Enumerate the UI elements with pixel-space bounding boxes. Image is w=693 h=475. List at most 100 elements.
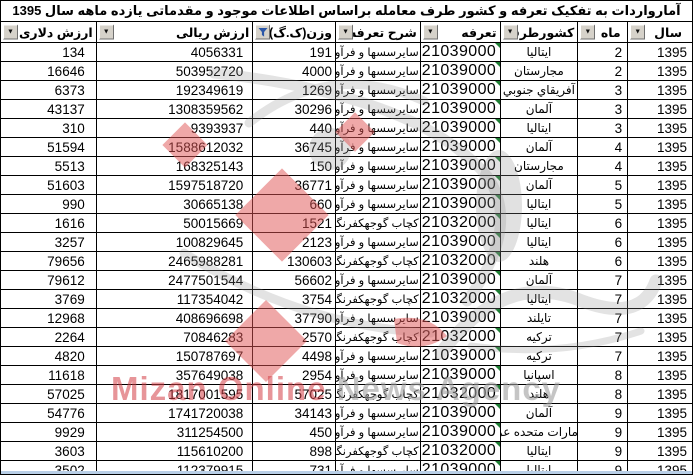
column-header-tariff[interactable]: ▼ تعرفه [419,22,500,42]
cell-weight-kg[interactable]: 150 [252,157,335,175]
cell-month[interactable]: 2 [577,62,627,80]
filter-dropdown-icon[interactable]: ▼ [338,24,354,40]
cell-tariff-description[interactable]: سايرسسها و فرآورده [335,119,420,137]
cell-tariff-description[interactable]: سايرسسها و فرآورده [335,404,420,422]
cell-year[interactable]: 1395 [627,233,692,251]
cell-month[interactable]: 5 [577,176,627,194]
cell-rial-value[interactable]: 4056331 [95,43,253,61]
cell-month[interactable]: 4 [577,138,627,156]
cell-year[interactable]: 1395 [627,309,692,327]
cell-tariff-description[interactable]: سايرسسها و فرآورده [335,423,420,441]
cell-rial-value[interactable]: 112379915 [95,461,253,474]
cell-year[interactable]: 1395 [627,100,692,118]
cell-month[interactable]: 9 [577,404,627,422]
cell-rial-value[interactable]: 100829645 [95,233,253,251]
cell-year[interactable]: 1395 [627,347,692,365]
cell-year[interactable]: 1395 [627,423,692,441]
cell-year[interactable]: 1395 [627,328,692,346]
cell-rial-value[interactable]: 192349619 [95,81,253,99]
cell-tariff-code[interactable]: 21039000 [419,157,500,175]
cell-country[interactable]: ايتاليا [499,195,578,213]
cell-rial-value[interactable]: 70846283 [95,328,253,346]
cell-tariff-description[interactable]: سايرسسها و فرآورده [335,138,420,156]
cell-month[interactable]: 6 [577,233,627,251]
cell-country[interactable]: اسپانيا [499,366,578,384]
cell-tariff-code[interactable]: 21039000 [419,176,500,194]
cell-country[interactable]: مجارستان [499,157,578,175]
cell-tariff-code[interactable]: 21032000 [419,328,500,346]
cell-rial-value[interactable]: 115610200 [95,442,253,460]
cell-dollar-value[interactable]: 2264 [54,329,85,345]
cell-dollar-value[interactable]: 3769 [54,291,85,307]
cell-year[interactable]: 1395 [627,176,692,194]
cell-dollar-value[interactable]: 3502 [54,462,85,475]
filter-dropdown-icon[interactable]: ▼ [502,24,518,40]
cell-country[interactable]: هلند [499,252,578,270]
cell-month[interactable]: 3 [577,100,627,118]
cell-weight-kg[interactable]: 660 [252,195,335,213]
cell-month[interactable]: 9 [577,442,627,460]
cell-tariff-code[interactable]: 21039000 [419,404,500,422]
cell-rial-value[interactable]: 117354042 [95,290,253,308]
cell-weight-kg[interactable]: 191 [252,43,335,61]
cell-tariff-description[interactable]: کچاب گوجهکفرنگي [335,442,420,460]
cell-weight-kg[interactable]: 1269 [252,81,335,99]
cell-dollar-value[interactable]: 6373 [54,82,85,98]
cell-dollar-value[interactable]: 79656 [47,253,85,269]
cell-month[interactable]: 8 [577,366,627,384]
cell-country[interactable]: ترکيه [499,347,578,365]
cell-weight-kg[interactable]: 731 [252,461,335,474]
column-header-weight[interactable]: وزن(ک.گ) [252,22,335,42]
filter-funnel-icon[interactable] [255,24,271,40]
cell-dollar-value[interactable]: 134 [62,44,85,60]
cell-month[interactable]: 3 [577,119,627,137]
cell-dollar-value[interactable]: 54776 [47,405,85,421]
cell-tariff-code[interactable]: 21039000 [419,347,500,365]
filter-dropdown-icon[interactable]: ▼ [630,24,646,40]
cell-tariff-code[interactable]: 21039000 [419,423,500,441]
cell-month[interactable]: 6 [577,214,627,232]
cell-rial-value[interactable]: 503952720 [95,62,253,80]
cell-rial-value[interactable]: 1597518720 [95,176,253,194]
cell-dollar-value[interactable]: 990 [62,196,85,212]
cell-month[interactable]: 4 [577,157,627,175]
cell-tariff-description[interactable]: سايرسسها و فرآورده [335,271,420,289]
cell-tariff-code[interactable]: 21039000 [419,138,500,156]
cell-tariff-code[interactable]: 21039000 [419,233,500,251]
cell-weight-kg[interactable]: 440 [252,119,335,137]
cell-tariff-description[interactable]: سايرسسها و فرآورده [335,43,420,61]
cell-country[interactable]: ايتاليا [499,233,578,251]
cell-country[interactable]: ايتاليا [499,119,578,137]
cell-weight-kg[interactable]: 2123 [252,233,335,251]
cell-weight-kg[interactable]: 4000 [252,62,335,80]
cell-weight-kg[interactable]: 2570 [252,328,335,346]
cell-year[interactable]: 1395 [627,195,692,213]
cell-tariff-description[interactable]: سايرسسها و فرآورده [335,233,420,251]
cell-weight-kg[interactable]: 56602 [252,271,335,289]
cell-tariff-code[interactable]: 21032000 [419,385,500,403]
cell-year[interactable]: 1395 [627,252,692,270]
cell-country[interactable]: آلمان [499,100,578,118]
cell-dollar-value[interactable]: 9929 [54,424,85,440]
cell-year[interactable]: 1395 [627,404,692,422]
cell-weight-kg[interactable]: 898 [252,442,335,460]
cell-dollar-value[interactable]: 51594 [47,139,85,155]
cell-dollar-value[interactable]: 79612 [47,272,85,288]
cell-tariff-code[interactable]: 21039000 [419,366,500,384]
cell-year[interactable]: 1395 [627,214,692,232]
cell-year[interactable]: 1395 [627,442,692,460]
column-header-tariff-description[interactable]: ▼ شرح تعرفه [335,22,420,42]
cell-country[interactable]: ترکيه [499,328,578,346]
cell-weight-kg[interactable]: 4498 [252,347,335,365]
cell-rial-value[interactable]: 2465988281 [95,252,253,270]
cell-country[interactable]: آفريقاي جنوبي [499,81,578,99]
cell-month[interactable]: 7 [577,271,627,289]
cell-month[interactable]: 6 [577,252,627,270]
cell-tariff-code[interactable]: 21039000 [419,309,500,327]
cell-year[interactable]: 1395 [627,271,692,289]
cell-dollar-value[interactable]: 5513 [54,158,85,174]
cell-tariff-description[interactable]: سايرسسها و فرآورده [335,366,420,384]
cell-year[interactable]: 1395 [627,290,692,308]
cell-weight-kg[interactable]: 36771 [252,176,335,194]
cell-month[interactable]: 9 [577,423,627,441]
